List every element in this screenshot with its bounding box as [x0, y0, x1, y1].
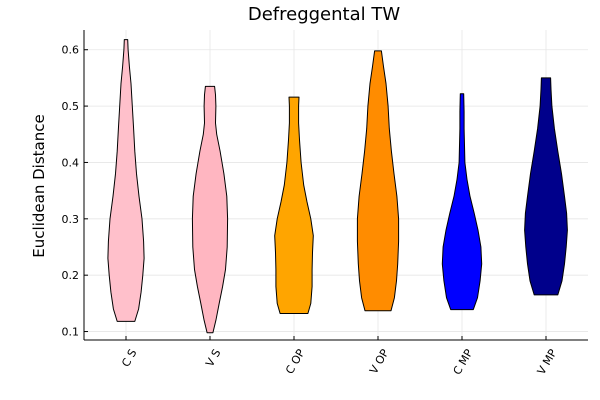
y-tick-label: 0.6 — [62, 44, 80, 57]
x-tick-label: V OP — [367, 347, 392, 377]
y-tick-label: 0.3 — [62, 213, 80, 226]
violin-v-s — [191, 85, 229, 334]
y-tick-label: 0.5 — [62, 100, 80, 113]
chart-title: Defreggental TW — [248, 4, 400, 25]
y-ticks: 0.1 0.2 0.3 0.4 0.5 0.6 — [62, 44, 88, 339]
violin-c-s — [107, 39, 145, 322]
x-tick-label: C MP — [451, 347, 476, 377]
axes — [83, 30, 588, 341]
violin-c-op — [274, 96, 314, 314]
x-tick-label: V S — [203, 347, 223, 369]
x-tick-label: C S — [119, 347, 139, 369]
y-tick-label: 0.1 — [62, 326, 80, 339]
y-tick-label: 0.4 — [62, 156, 80, 169]
violin-v-mp — [524, 77, 568, 296]
y-axis-label: Euclidean Distance — [30, 114, 48, 257]
violin-v-op — [356, 50, 400, 312]
violin-c-mp — [441, 93, 483, 311]
x-tick-label: V MP — [535, 347, 560, 377]
violins — [107, 39, 568, 334]
x-tick-label: C OP — [283, 347, 308, 377]
x-ticks: C S V S C OP V OP C MP V MP — [119, 336, 560, 377]
grid — [84, 30, 588, 340]
y-tick-label: 0.2 — [62, 269, 80, 282]
